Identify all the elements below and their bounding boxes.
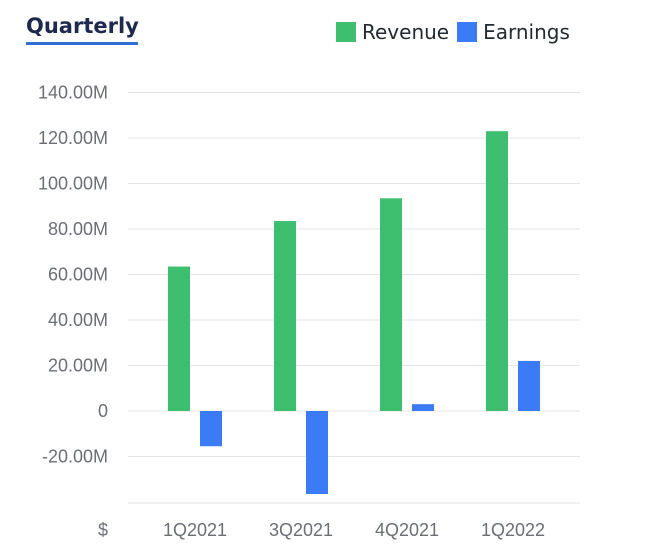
title-underline [26,42,138,45]
bar-revenue-1q2021 [168,266,190,411]
legend-swatch-earnings [457,22,478,42]
x-tick-label: 4Q2021 [375,520,439,540]
y-tick-label: -20.00M [42,447,108,467]
bar-revenue-1q2022 [486,131,508,412]
y-tick-label: 100.00M [38,174,108,194]
y-tick-label: 60.00M [48,265,108,285]
legend-label-earnings: Earnings [483,20,570,44]
y-tick-label: 0 [98,401,108,421]
bar-earnings-4q2021 [412,404,434,411]
y-tick-label: 80.00M [48,219,108,239]
y-tick-label: 20.00M [48,356,108,376]
x-tick-label: 3Q2021 [269,520,333,540]
bar-earnings-3q2021 [306,411,328,495]
y-tick-label: 120.00M [38,128,108,148]
bar-earnings-1q2022 [518,360,540,411]
y-tick-label: 140.00M [38,83,108,103]
y-tick-label: 40.00M [48,310,108,330]
legend: Revenue Earnings [336,20,578,44]
legend-swatch-revenue [336,22,356,42]
x-tick-label: 1Q2021 [163,520,227,540]
x-axis-unit-label: $ [98,520,108,540]
bar-earnings-1q2021 [200,411,222,447]
bar-revenue-4q2021 [380,198,402,411]
legend-item-earnings[interactable]: Earnings [457,20,570,44]
legend-item-revenue[interactable]: Revenue [336,20,449,44]
chart-title[interactable]: Quarterly [26,14,139,38]
bar-revenue-3q2021 [274,221,296,411]
legend-label-revenue: Revenue [362,20,450,44]
x-tick-label: 1Q2022 [481,520,545,540]
